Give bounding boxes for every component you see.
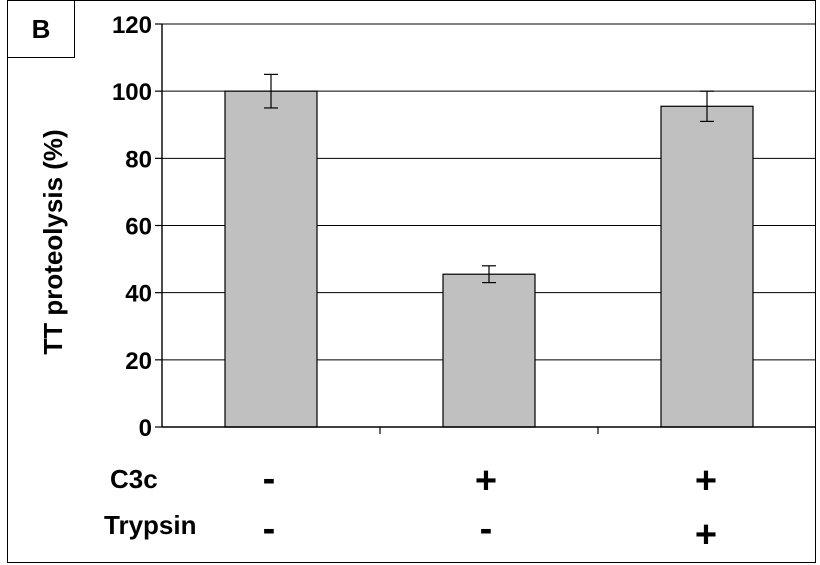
y-tick-label: 20 — [125, 348, 152, 375]
c3c-sign-3: + — [694, 460, 718, 502]
bar — [442, 273, 536, 428]
y-tick-label: 0 — [139, 415, 152, 442]
trypsin-sign-3: + — [694, 514, 718, 556]
condition-label-c3c: C3c — [110, 464, 158, 494]
panel-label: B — [7, 0, 75, 58]
bar — [224, 90, 318, 428]
chart-frame — [7, 0, 816, 563]
bars — [224, 73, 754, 428]
trypsin-sign-1: - — [262, 508, 276, 550]
c3c-sign-1: - — [262, 458, 276, 500]
y-tick-label: 80 — [125, 146, 152, 173]
y-tick-label: 100 — [112, 79, 152, 106]
condition-label-trypsin: Trypsin — [104, 510, 197, 540]
y-tick-label: 120 — [112, 12, 152, 39]
c3c-sign-2: + — [474, 460, 498, 502]
y-tick-label: 60 — [125, 214, 152, 241]
y-tick-label: 40 — [125, 281, 152, 308]
axes: 0 20 40 60 80 100 120 — [112, 12, 816, 442]
trypsin-sign-2: - — [479, 508, 493, 550]
y-axis-title: TT proteolysis (%) — [38, 129, 68, 354]
bar — [660, 105, 754, 428]
